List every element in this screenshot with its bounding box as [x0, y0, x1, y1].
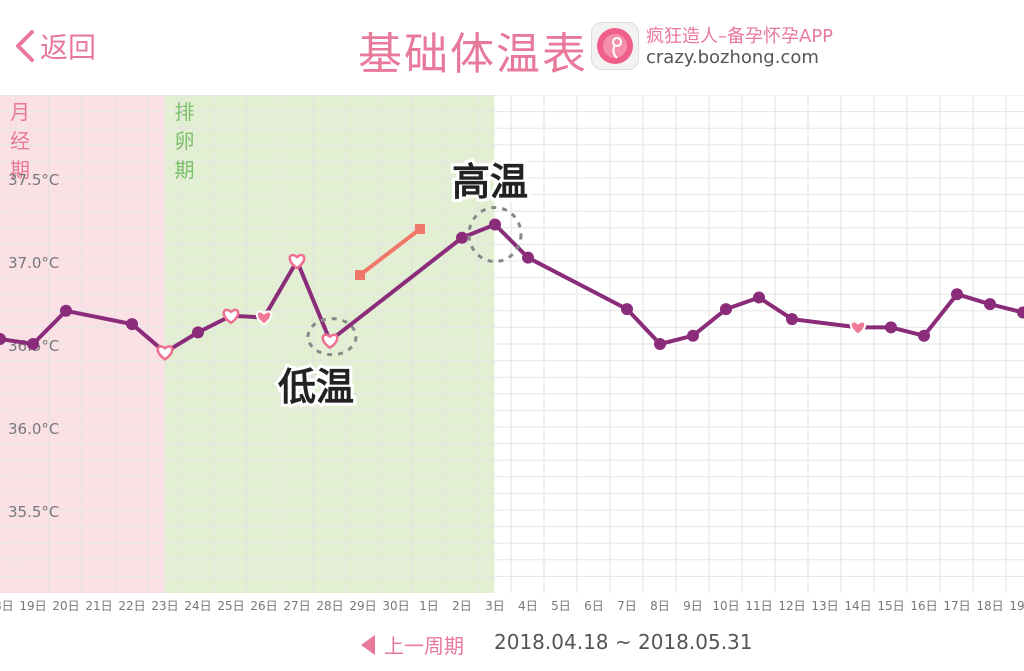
back-button[interactable]: 返回 — [14, 26, 96, 66]
x-tick-label: 3日 — [485, 599, 505, 613]
data-point — [654, 338, 666, 350]
x-tick-label: 22日 — [118, 599, 145, 613]
x-tick-label: 13日 — [811, 599, 838, 613]
data-point-heart — [849, 320, 867, 336]
trend-arrow-end — [415, 224, 425, 234]
high-temp-circle — [467, 205, 523, 263]
phase-label: 月 — [10, 100, 30, 124]
data-point — [60, 304, 72, 317]
date-range: 2018.04.18 ~ 2018.05.31 — [494, 630, 753, 654]
x-tick-label: 5日 — [551, 599, 571, 613]
x-tick-label: 26日 — [250, 599, 277, 613]
x-tick-label: 10日 — [712, 599, 739, 613]
back-label: 返回 — [40, 31, 97, 64]
x-tick-label: 29日 — [349, 599, 376, 613]
temperature-chart: 月经期排卵期35.5°C36.0°C36.5°C37.0°C37.5°C18日1… — [0, 95, 1024, 613]
x-tick-label: 8日 — [650, 599, 670, 613]
data-point — [1017, 306, 1024, 319]
phase-label: 期 — [175, 158, 195, 182]
data-point — [720, 303, 732, 316]
data-point — [984, 298, 996, 311]
x-tick-label: 4日 — [518, 599, 538, 613]
footer-bar: 上一周期 2018.04.18 ~ 2018.05.31 — [0, 620, 1024, 671]
low-temp-label: 低温 — [278, 365, 354, 409]
data-point — [522, 251, 534, 264]
data-point-heart — [321, 333, 339, 350]
x-tick-label: 14日 — [844, 599, 871, 613]
x-tick-label: 20日 — [52, 599, 79, 613]
x-tick-label: 27日 — [283, 599, 310, 613]
data-point — [621, 303, 633, 316]
y-tick-label: 37.0°C — [8, 254, 59, 272]
x-tick-label: 19日 — [19, 599, 46, 613]
y-tick-label: 35.5°C — [8, 503, 59, 521]
data-point-heart — [156, 345, 174, 361]
phase-label: 卵 — [175, 129, 195, 153]
phase-label: 排 — [175, 100, 195, 124]
y-tick-label: 36.0°C — [8, 420, 59, 438]
previous-cycle-label: 上一周期 — [384, 634, 464, 658]
x-tick-label: 6日 — [584, 599, 604, 613]
trend-arrow-start — [355, 270, 365, 280]
x-tick-label: 30日 — [382, 599, 409, 613]
data-point-heart — [222, 308, 240, 325]
y-tick-label: 37.5°C — [8, 171, 59, 189]
data-point — [456, 231, 468, 244]
x-tick-label: 21日 — [85, 599, 112, 613]
x-tick-label: 12日 — [778, 599, 805, 613]
x-tick-label: 15日 — [877, 599, 904, 613]
data-point — [192, 326, 204, 339]
x-tick-label: 7日 — [617, 599, 637, 613]
data-point — [885, 321, 897, 334]
x-tick-label: 24日 — [184, 599, 211, 613]
data-point-heart — [288, 253, 306, 270]
x-tick-label: 28日 — [316, 599, 343, 613]
data-point — [753, 291, 765, 304]
low-temp-circle — [306, 317, 358, 357]
x-tick-label: 19日 — [1009, 599, 1024, 613]
data-point — [489, 218, 501, 231]
x-tick-label: 9日 — [683, 599, 703, 613]
triangle-left-icon — [361, 634, 375, 655]
x-tick-label: 23日 — [151, 599, 178, 613]
previous-cycle-button[interactable]: 上一周期 — [360, 630, 464, 659]
phase-label: 期 — [10, 158, 30, 182]
x-tick-label: 25日 — [217, 599, 244, 613]
x-tick-label: 2日 — [452, 599, 472, 613]
app-url: crazy.bozhong.com — [646, 47, 819, 68]
data-point — [0, 333, 6, 346]
x-tick-label: 18日 — [976, 599, 1003, 613]
data-point — [918, 329, 930, 342]
data-point-heart — [255, 310, 273, 326]
phase-label: 经 — [10, 129, 30, 153]
x-tick-label: 17日 — [943, 599, 970, 613]
header-bar: 返回 基础体温表 疯狂造人–备孕怀孕APP crazy.bozhong.com — [0, 0, 1024, 95]
x-tick-label: 11日 — [745, 599, 772, 613]
x-tick-label: 1日 — [419, 599, 439, 613]
data-point — [687, 329, 699, 342]
app-name: 疯狂造人–备孕怀孕APP — [646, 26, 834, 47]
high-temp-label: 高温 — [452, 160, 528, 204]
data-point — [786, 313, 798, 326]
data-point — [951, 288, 963, 301]
app-logo-icon — [591, 22, 639, 70]
data-point — [126, 318, 138, 331]
x-tick-label: 18日 — [0, 599, 14, 613]
data-point — [27, 338, 39, 350]
trend-arrow — [358, 227, 422, 277]
page-title: 基础体温表 — [358, 29, 588, 80]
chevron-left-icon — [16, 30, 34, 62]
x-tick-label: 16日 — [910, 599, 937, 613]
